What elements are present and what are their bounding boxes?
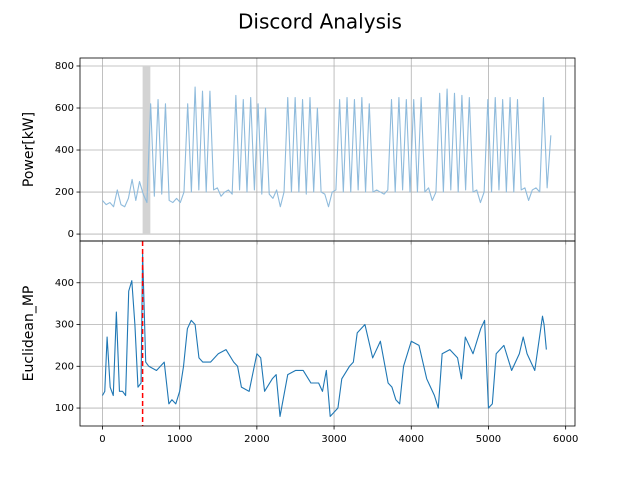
figure-title: Discord Analysis (238, 10, 402, 34)
series-line (102, 86, 552, 208)
axes-frame (79, 240, 576, 427)
x-tick-label: 1000 (167, 434, 192, 445)
y-tick-label: 800 (55, 61, 74, 72)
x-tick-label: 6000 (553, 434, 578, 445)
x-tick-label: 4000 (399, 434, 424, 445)
x-tick-label: 3000 (321, 434, 346, 445)
y-tick-label: 200 (55, 187, 74, 198)
y-tick-label: 400 (55, 278, 74, 289)
y-tick-label: 200 (55, 361, 74, 372)
y-tick-label: 300 (55, 320, 74, 331)
x-tick-label: 5000 (476, 434, 501, 445)
series-line (101, 252, 547, 417)
x-tick-label: 0 (99, 434, 105, 445)
y-tick-label: 400 (55, 145, 74, 156)
y-axis-label: Power[kW] (21, 112, 37, 187)
x-tick-label: 2000 (244, 434, 269, 445)
y-tick-label: 100 (55, 403, 74, 414)
discord-highlight (142, 65, 151, 235)
y-tick-label: 0 (68, 229, 74, 240)
y-tick-label: 600 (55, 103, 74, 114)
y-axis-label: Euclidean_MP (21, 286, 37, 382)
